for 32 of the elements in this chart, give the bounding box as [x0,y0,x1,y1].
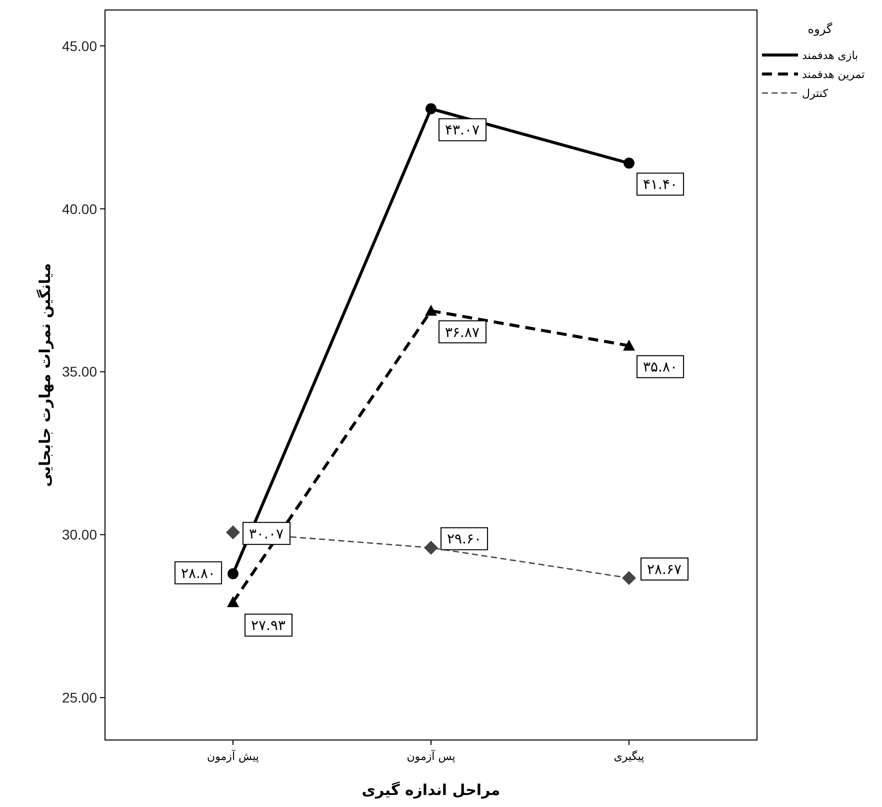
x-tick-label: پس آزمون [406,749,456,763]
point [622,571,636,586]
legend-title: گروه [808,22,832,36]
point [227,596,239,608]
legend-label: بازی هدفمند [802,49,858,62]
data-label: ۲۸.۸۰ [181,566,216,582]
y-axis-title: میانگین نمرات مهارت جابجایی [36,263,54,487]
point [425,304,437,316]
x-axis-title: مراحل اندازه گیری [362,781,500,799]
data-label: ۴۱.۴۰ [643,177,678,194]
data-label: ۴۳.۰۷ [445,122,480,139]
data-label: ۲۷.۹۳ [251,618,286,634]
y-tick-label: 35.00 [62,364,98,380]
y-tick-label: 30.00 [62,526,98,543]
point [624,158,634,169]
legend-label: کنترل [802,87,829,100]
data-label: ۳۰.۰۷ [249,526,284,542]
x-tick-label: پیش آزمون [207,749,259,763]
point [426,103,436,114]
data-label: ۲۸.۶۷ [647,562,682,578]
y-tick-label: 25.00 [62,690,98,706]
data-label: ۳۵.۸۰ [643,360,678,376]
data-label: ۲۹.۶۰ [447,532,482,548]
y-tick-label: 40.00 [62,200,98,217]
x-tick-label: پیگیری [614,750,644,763]
point [228,568,238,580]
legend-label: تمرین هدفمند [802,68,865,81]
point [623,340,635,351]
point [424,540,438,555]
data-label: ۳۶.۸۷ [445,324,480,341]
y-tick-label: 45.00 [62,38,98,54]
point [226,525,240,540]
